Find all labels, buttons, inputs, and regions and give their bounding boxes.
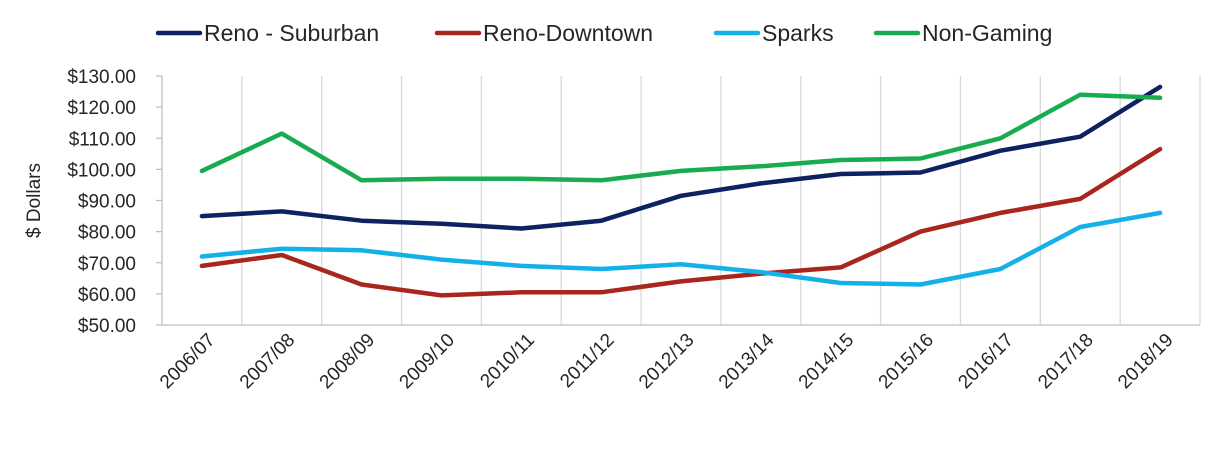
x-tick-label: 2010/11 — [476, 330, 538, 392]
x-tick-label: 2008/09 — [316, 330, 379, 393]
legend: Reno - Suburban Reno-Downtown Sparks Non-Ga… — [155, 20, 1052, 46]
y-tick-label: $50.00 — [78, 316, 136, 337]
series-line-non-gaming — [199, 92, 1163, 183]
series-line-sparks — [199, 210, 1163, 287]
x-tick-label: 2017/18 — [1034, 330, 1097, 393]
x-tick-label: 2012/13 — [635, 330, 698, 393]
x-axis-ticks: 2006/07 2007/08 2008/09 2009/10 2010/11 2011/… — [156, 329, 1178, 393]
y-tick-label: $90.00 — [78, 192, 136, 213]
y-tick-label: $60.00 — [78, 285, 136, 306]
y-tick-label: $120.00 — [67, 98, 136, 119]
y-tick-label: $130.00 — [67, 67, 136, 88]
x-tick-label: 2014/15 — [795, 330, 858, 393]
series-line-reno-suburban — [199, 84, 1163, 231]
legend-item-non-gaming: Non-Gaming — [873, 20, 1052, 46]
y-axis-ticks: $50.00 $60.00 $70.00 $80.00 $90.00 $100.00 $11… — [67, 67, 162, 337]
y-axis-title: $ Dollars — [24, 163, 45, 238]
y-tick-label: $70.00 — [78, 254, 136, 275]
legend-label: Reno-Downtown — [483, 20, 653, 46]
series-lines — [199, 84, 1163, 298]
x-tick-label: 2006/07 — [156, 330, 219, 393]
x-tick-label: 2013/14 — [715, 329, 779, 393]
x-tick-label: 2018/19 — [1114, 330, 1177, 393]
x-tick-label: 2015/16 — [875, 330, 938, 393]
series-line-reno-downtown — [199, 146, 1163, 298]
legend-label: Non-Gaming — [922, 20, 1052, 46]
legend-label: Sparks — [762, 20, 834, 46]
legend-item-reno-downtown: Reno-Downtown — [434, 20, 653, 46]
x-tick-label: 2016/17 — [955, 330, 1018, 393]
legend-item-reno-suburban: Reno - Suburban — [155, 20, 379, 46]
y-tick-label: $100.00 — [67, 160, 136, 181]
legend-item-sparks: Sparks — [713, 20, 834, 46]
legend-label: Reno - Suburban — [204, 20, 379, 46]
x-tick-label: 2007/08 — [236, 330, 299, 393]
y-tick-label: $80.00 — [78, 223, 136, 244]
x-tick-label: 2009/10 — [396, 330, 459, 393]
y-tick-label: $110.00 — [69, 129, 136, 150]
x-tick-label: 2011/12 — [556, 330, 618, 392]
